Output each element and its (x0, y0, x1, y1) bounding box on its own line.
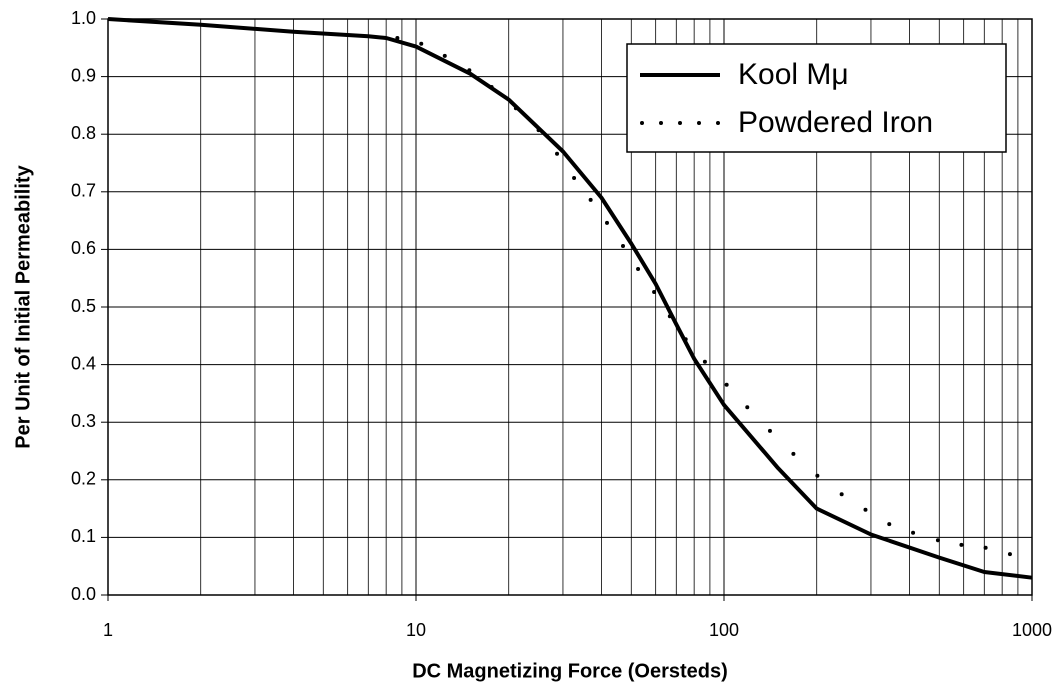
data-point (745, 405, 750, 410)
data-point (887, 522, 892, 527)
data-point (442, 53, 447, 58)
data-point (702, 359, 707, 364)
data-point (911, 530, 916, 535)
x-axis-title: DC Magnetizing Force (Oersteds) (412, 660, 728, 682)
y-axis-title: Per Unit of Initial Permeability (12, 164, 34, 448)
data-point (683, 337, 688, 342)
data-point (419, 41, 424, 46)
data-point (605, 220, 610, 225)
plot-frame (107, 18, 1033, 596)
data-point (667, 314, 672, 319)
data-point (724, 382, 729, 387)
y-tick-label: 0.5 (71, 296, 96, 316)
legend-marker (716, 121, 720, 125)
data-point (555, 151, 560, 156)
data-point (767, 428, 772, 433)
data-point (588, 197, 593, 202)
data-point (815, 473, 820, 478)
data-point (791, 451, 796, 456)
x-tick-label: 100 (709, 620, 739, 640)
data-point (636, 266, 641, 271)
y-tick-label: 0.0 (71, 584, 96, 604)
legend-marker (659, 121, 663, 125)
data-point (839, 492, 844, 497)
data-point (489, 84, 494, 89)
data-point (536, 128, 541, 133)
x-tick-label: 10 (406, 620, 426, 640)
y-tick-label: 0.7 (71, 181, 96, 201)
data-point (572, 175, 577, 180)
legend-box (626, 43, 1007, 153)
x-tick-label: 1 (103, 620, 113, 640)
data-point (621, 243, 626, 248)
data-line (107, 17, 1033, 580)
legend-label: Powdered Iron (738, 106, 933, 139)
data-point (959, 542, 964, 547)
y-tick-label: 0.2 (71, 469, 96, 489)
y-tick-label: 0.6 (71, 238, 96, 258)
data-point (935, 538, 940, 543)
legend-label: Kool Mμ (738, 58, 849, 91)
data-point (513, 106, 518, 111)
data-point (983, 545, 988, 550)
legend-marker (697, 121, 701, 125)
y-tick-label: 0.8 (71, 123, 96, 143)
y-tick-label: 1.0 (71, 8, 96, 28)
legend-marker (640, 121, 644, 125)
y-tick-label: 0.4 (71, 353, 96, 373)
y-tick-label: 0.3 (71, 411, 96, 431)
y-tick-label: 0.1 (71, 526, 96, 546)
data-point (1007, 552, 1012, 557)
data-point (863, 507, 868, 512)
data-point (652, 290, 657, 295)
x-tick-label: 1000 (1012, 620, 1052, 640)
y-tick-label: 0.9 (71, 65, 96, 85)
data-point (467, 68, 472, 73)
legend-marker (678, 121, 682, 125)
data-point (395, 36, 400, 41)
